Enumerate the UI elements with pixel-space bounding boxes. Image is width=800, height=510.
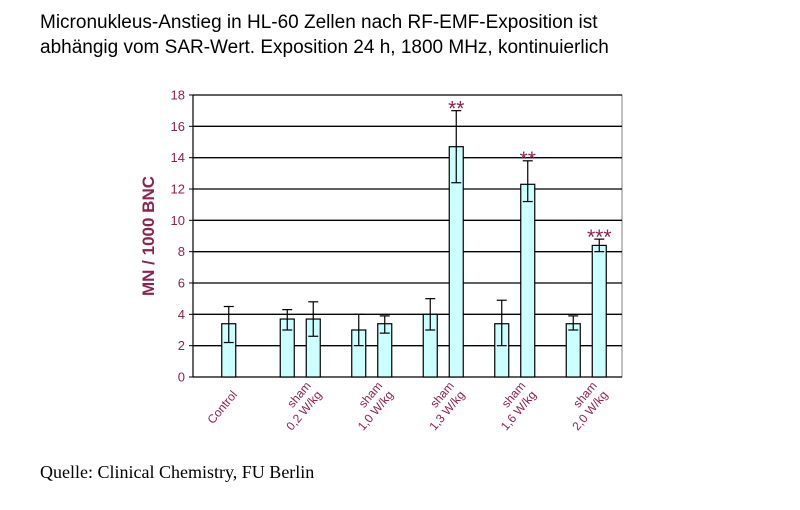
significance-marker: **	[448, 98, 464, 121]
chart-title: Micronukleus-Anstieg in HL-60 Zellen nac…	[40, 10, 780, 60]
x-category-label: sham1,3 W/kg	[416, 379, 468, 433]
x-category-label: sham2,0 W/kg	[559, 379, 611, 433]
y-tick-label: 6	[178, 276, 185, 291]
x-category-label-line: Control	[204, 388, 240, 427]
y-tick-label: 10	[171, 213, 185, 228]
y-tick-label: 18	[171, 88, 185, 103]
significance-marker: **	[520, 148, 536, 171]
y-axis-label: MN / 1000 BNC	[139, 176, 158, 296]
bar-chart: 0 2 4 6 8 10 12 14 16 18 MN / 1000 BNC Control sham0…	[139, 88, 623, 433]
plot-area	[192, 94, 623, 378]
x-category-label: sham1,6 W/kg	[487, 379, 539, 433]
bar	[591, 244, 607, 378]
bar	[565, 323, 581, 378]
title-line-2: abhängig vom SAR-Wert. Exposition 24 h, …	[40, 37, 609, 58]
significance-marker: ***	[587, 226, 612, 249]
y-tick-label: 8	[178, 244, 185, 259]
x-category-label: sham1,0 W/kg	[344, 379, 396, 433]
source-caption: Quelle: Clinical Chemistry, FU Berlin	[40, 462, 315, 482]
y-tick-label: 2	[178, 338, 185, 353]
y-tick-label: 0	[178, 370, 185, 385]
y-tick-label: 16	[171, 119, 185, 134]
x-category-label: sham0,2 W/kg	[273, 379, 325, 433]
title-line-1: Micronukleus-Anstieg in HL-60 Zellen nac…	[40, 12, 598, 33]
x-category-label: Control	[204, 388, 240, 427]
y-tick-label: 12	[171, 182, 185, 197]
y-tick-label: 4	[178, 307, 185, 322]
bar	[520, 183, 536, 378]
y-tick-label: 14	[171, 150, 185, 165]
